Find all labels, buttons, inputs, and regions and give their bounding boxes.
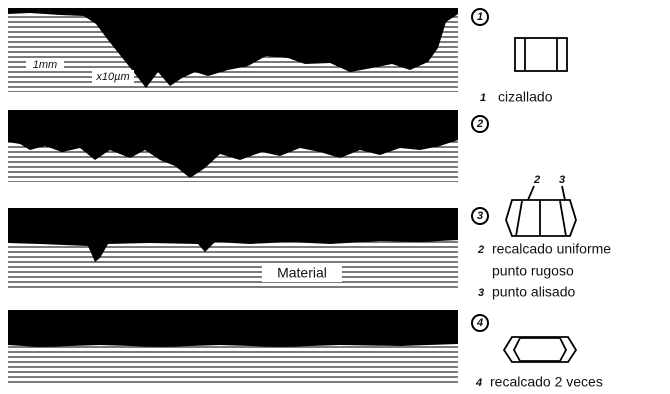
note-index: 2 [477, 244, 484, 256]
callout: 2 [533, 174, 540, 186]
profile-panel: 1mm x10µm [8, 8, 458, 92]
callout: 3 [559, 174, 565, 186]
diagram: 1mm x10µm Material 1 2 3 4 2 3 1 [0, 0, 670, 394]
part-sketch [504, 337, 576, 362]
panel-number: 1 [472, 9, 488, 25]
note-text: recalcado 2 veces [490, 374, 603, 390]
profile-panel: Material [8, 208, 458, 288]
note-index: 1 [480, 92, 486, 104]
note-text: recalcado uniforme [492, 241, 611, 257]
note-index: 3 [478, 287, 484, 299]
note-index: 4 [475, 377, 482, 389]
profile-panel [8, 110, 458, 182]
panel-number: 2 [472, 116, 488, 132]
panel-number-text: 3 [477, 210, 483, 222]
panel-number-text: 1 [477, 11, 483, 23]
scale-magnification: x10µm [95, 71, 129, 83]
scale-length: 1mm [33, 59, 57, 71]
note-text: punto rugoso [492, 263, 574, 279]
part-sketch [506, 186, 576, 236]
panel-number: 3 [472, 208, 488, 224]
panel-number-text: 2 [476, 118, 483, 130]
part-sketch [515, 38, 567, 71]
panel-number: 4 [472, 315, 488, 331]
panel-number-text: 4 [476, 317, 483, 329]
note-text: punto alisado [492, 284, 576, 300]
note-text: cizallado [498, 89, 553, 105]
profile-panel [8, 310, 458, 386]
material-label: Material [277, 265, 327, 281]
